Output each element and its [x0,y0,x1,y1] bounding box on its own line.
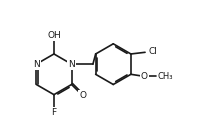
Text: N: N [68,60,75,69]
Text: OH: OH [47,31,61,40]
Text: Cl: Cl [148,47,157,56]
Text: CH₃: CH₃ [158,72,173,81]
Text: O: O [79,91,86,100]
Text: O: O [141,72,148,81]
Text: F: F [51,109,57,117]
Text: N: N [33,60,40,69]
